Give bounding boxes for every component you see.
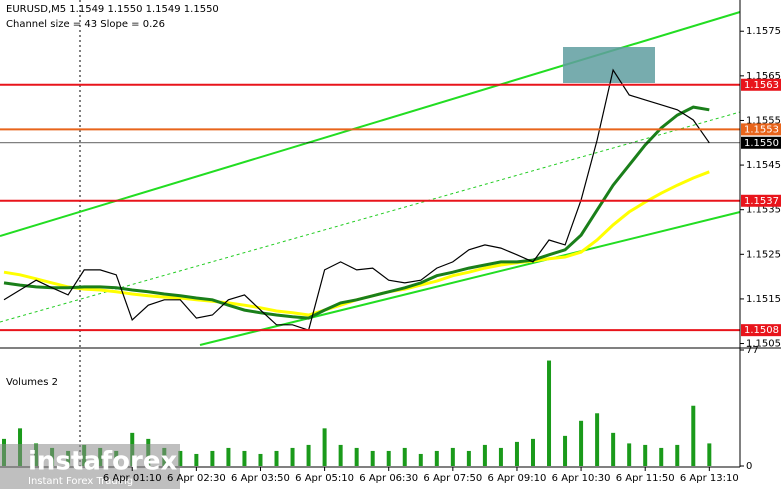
volume-bar bbox=[611, 432, 616, 466]
volume-bar bbox=[691, 405, 696, 466]
volume-bar bbox=[434, 450, 439, 466]
y-tick-label: 1.1535 bbox=[746, 205, 781, 216]
level-tag bbox=[741, 324, 781, 337]
level-label: 1.1550 bbox=[744, 138, 779, 149]
volume-bar bbox=[242, 450, 247, 466]
level-label: 1.1508 bbox=[744, 325, 779, 336]
channel-lower bbox=[199, 211, 741, 346]
level-tag bbox=[741, 136, 781, 149]
y-tick-label: 1.1575 bbox=[746, 26, 781, 37]
level-label: 1.1553 bbox=[744, 124, 779, 135]
volume-bar bbox=[290, 447, 295, 466]
volume-bar bbox=[194, 453, 199, 466]
volume-bar bbox=[322, 428, 327, 466]
channel-line: Channel size = 43 Slope = 0.26 bbox=[6, 19, 165, 30]
volume-bar bbox=[354, 447, 359, 466]
watermark-bg bbox=[0, 444, 180, 489]
volume-tick-label: 0 bbox=[746, 461, 752, 472]
volume-bar bbox=[627, 443, 632, 466]
x-tick-label: 6 Apr 05:10 bbox=[295, 473, 354, 484]
x-tick-label: 6 Apr 07:50 bbox=[423, 473, 482, 484]
y-tick-label: 1.1555 bbox=[746, 115, 781, 126]
volume-title: Volumes 2 bbox=[6, 377, 58, 388]
volume-bar bbox=[707, 443, 712, 466]
volume-bar bbox=[675, 444, 680, 466]
volume-bar bbox=[386, 450, 391, 466]
volume-bar bbox=[595, 413, 600, 466]
volume-bar bbox=[258, 453, 263, 466]
x-tick-label: 6 Apr 01:10 bbox=[103, 473, 162, 484]
level-tag bbox=[741, 123, 781, 136]
volume-bar bbox=[498, 447, 503, 466]
volume-bar bbox=[402, 447, 407, 466]
level-tag bbox=[741, 194, 781, 207]
y-tick-label: 1.1565 bbox=[746, 71, 781, 82]
x-tick-label: 6 Apr 09:10 bbox=[488, 473, 547, 484]
volume-bar bbox=[418, 453, 423, 466]
volume-tick-label: 77 bbox=[746, 345, 759, 356]
volume-bar bbox=[563, 435, 568, 466]
volume-bar bbox=[530, 438, 535, 466]
volume-bar bbox=[178, 450, 183, 466]
highlight-box bbox=[563, 47, 655, 83]
volume-bar bbox=[659, 447, 664, 466]
volume-bar bbox=[338, 444, 343, 466]
volume-bar bbox=[226, 447, 231, 466]
volume-bar bbox=[274, 450, 279, 466]
volume-bar bbox=[643, 444, 648, 466]
watermark-brand: instaforex bbox=[28, 447, 178, 477]
channel-middle bbox=[0, 111, 741, 323]
volume-bar bbox=[450, 447, 455, 466]
y-tick-label: 1.1525 bbox=[746, 249, 781, 260]
volume-bar bbox=[210, 450, 215, 466]
symbol-line: EURUSD,M5 1.1549 1.1550 1.1549 1.1550 bbox=[6, 4, 219, 15]
x-tick-label: 6 Apr 13:10 bbox=[680, 473, 739, 484]
volume-bar bbox=[370, 450, 375, 466]
level-label: 1.1537 bbox=[744, 196, 779, 207]
x-tick-label: 6 Apr 06:30 bbox=[359, 473, 418, 484]
volume-bar bbox=[547, 360, 552, 466]
x-tick-label: 6 Apr 02:30 bbox=[167, 473, 226, 484]
volume-bar bbox=[306, 444, 311, 466]
x-tick-label: 6 Apr 03:50 bbox=[231, 473, 290, 484]
x-tick-label: 6 Apr 10:30 bbox=[552, 473, 611, 484]
watermark-tagline: Instant Forex Trading bbox=[28, 476, 133, 487]
volume-bar bbox=[466, 450, 471, 466]
x-tick-label: 6 Apr 11:50 bbox=[616, 473, 675, 484]
price-series bbox=[3, 68, 710, 331]
y-tick-label: 1.1545 bbox=[746, 160, 781, 171]
y-tick-label: 1.1515 bbox=[746, 294, 781, 305]
volume-bar bbox=[514, 441, 519, 466]
volume-bar bbox=[579, 420, 584, 466]
level-label: 1.1563 bbox=[744, 80, 779, 91]
level-tag bbox=[741, 78, 781, 91]
volume-bar bbox=[482, 444, 487, 466]
y-tick-label: 1.1505 bbox=[746, 339, 781, 350]
